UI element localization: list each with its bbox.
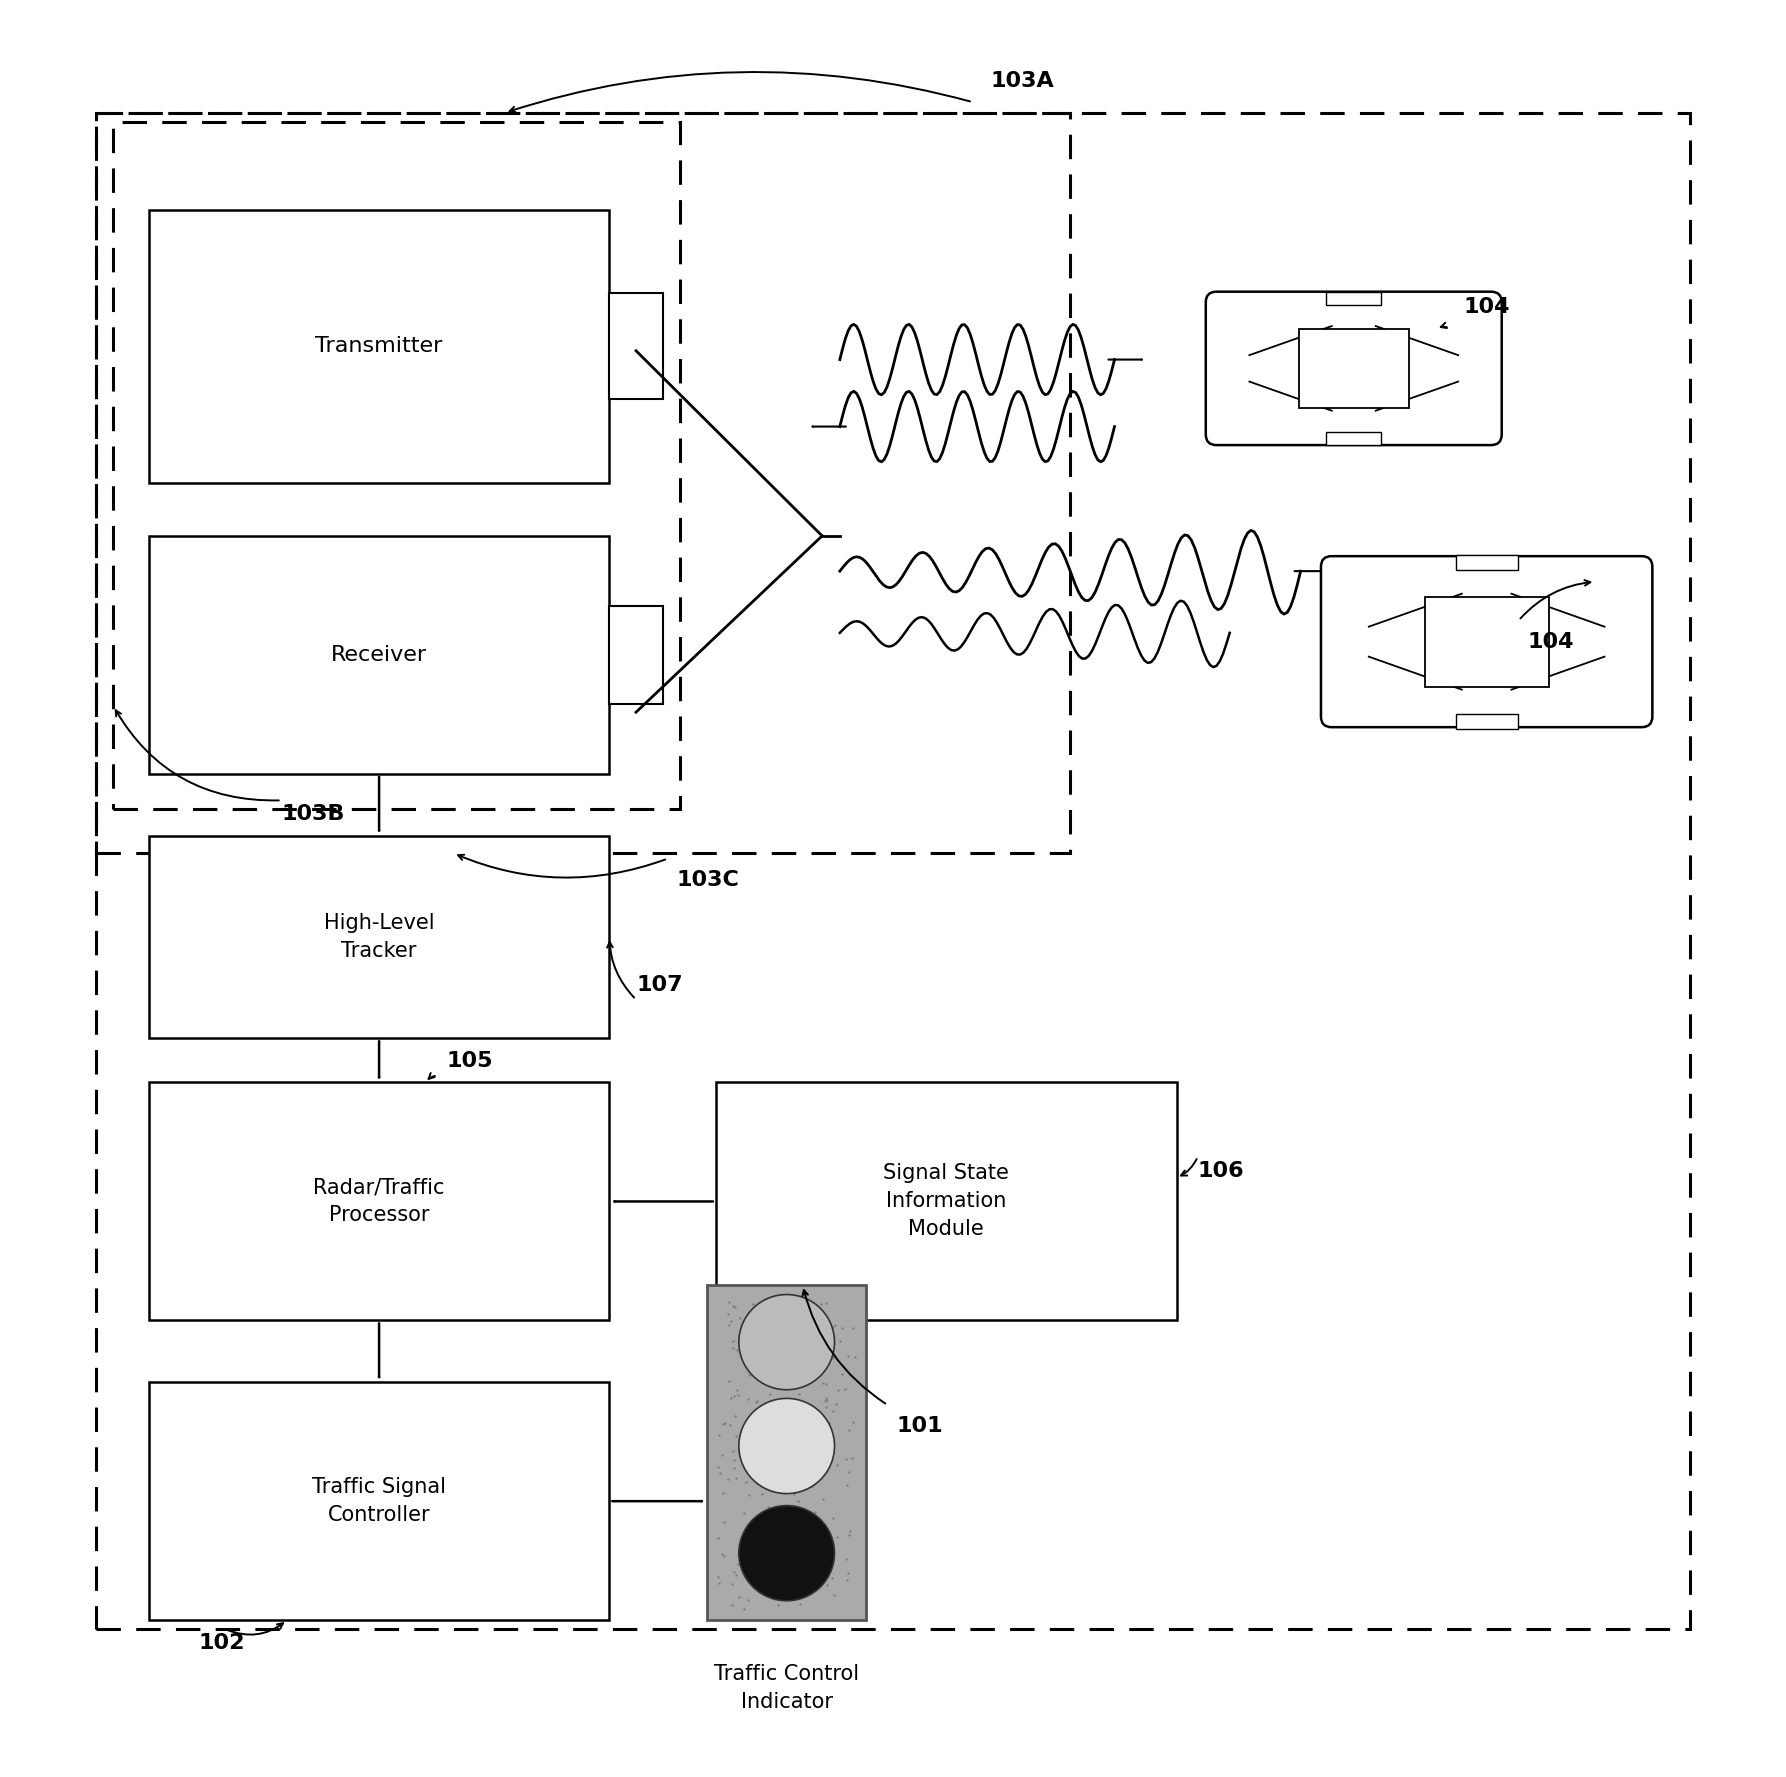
Text: 103A: 103A <box>991 71 1054 91</box>
Text: 105: 105 <box>446 1052 493 1072</box>
Text: 103B: 103B <box>282 805 345 825</box>
Text: 101: 101 <box>897 1416 943 1436</box>
Text: Signal State
Information
Module: Signal State Information Module <box>884 1164 1009 1239</box>
Bar <box>148 210 609 483</box>
Bar <box>1327 291 1381 306</box>
Bar <box>1425 597 1548 686</box>
Text: 106: 106 <box>1198 1160 1245 1180</box>
Bar <box>609 606 663 704</box>
Bar <box>148 1383 609 1621</box>
Bar <box>95 112 1691 1630</box>
Text: 104: 104 <box>1463 297 1511 316</box>
Text: Transmitter: Transmitter <box>316 336 443 357</box>
Bar <box>95 112 1070 853</box>
Circle shape <box>739 1505 834 1601</box>
Text: 107: 107 <box>636 976 682 995</box>
FancyBboxPatch shape <box>1206 291 1502 444</box>
Text: Receiver: Receiver <box>330 645 427 665</box>
Text: High-Level
Tracker: High-Level Tracker <box>323 913 434 961</box>
Bar <box>609 293 663 400</box>
Bar <box>1298 329 1409 409</box>
Text: 104: 104 <box>1527 631 1573 652</box>
Bar <box>148 835 609 1038</box>
Bar <box>707 1285 866 1621</box>
Text: 102: 102 <box>198 1633 245 1653</box>
Bar <box>1327 432 1381 444</box>
Bar <box>1456 714 1518 729</box>
Circle shape <box>739 1398 834 1494</box>
Text: Traffic Signal
Controller: Traffic Signal Controller <box>313 1477 446 1525</box>
Bar <box>1456 554 1518 570</box>
Bar <box>113 121 680 809</box>
Text: Radar/Traffic
Processor: Radar/Traffic Processor <box>313 1178 445 1226</box>
FancyBboxPatch shape <box>1322 556 1652 727</box>
Circle shape <box>739 1294 834 1390</box>
Bar <box>148 537 609 775</box>
Bar <box>148 1082 609 1320</box>
Text: 103C: 103C <box>677 869 739 890</box>
Bar <box>716 1082 1177 1320</box>
Text: Traffic Control
Indicator: Traffic Control Indicator <box>714 1665 859 1713</box>
